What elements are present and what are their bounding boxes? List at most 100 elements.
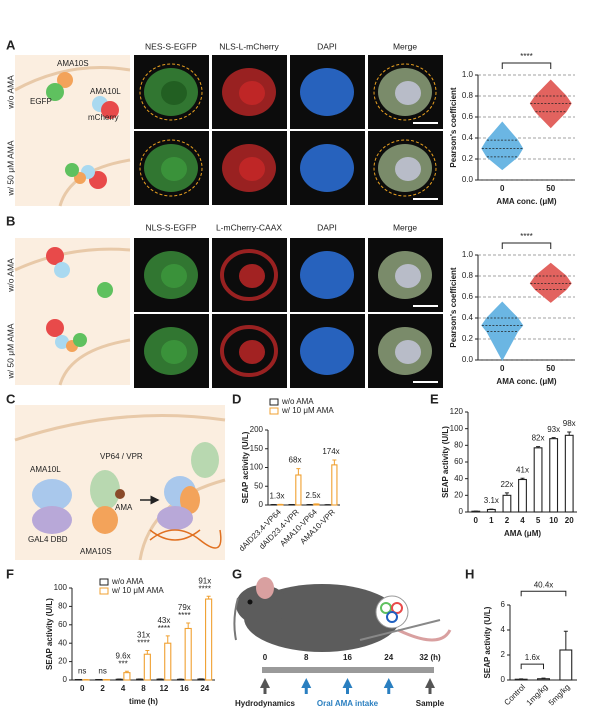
y-axis-label: Pearson's coefficient xyxy=(449,87,458,167)
y-axis-label: SEAP activity (U/L) xyxy=(483,606,492,678)
fold-label: 9.6x xyxy=(116,651,131,660)
y-tick-label: 100 xyxy=(54,583,68,592)
x-tick-label: 1 xyxy=(489,516,494,525)
bracket xyxy=(520,663,544,670)
y-tick-label: 0.4 xyxy=(462,133,474,142)
significance: **** xyxy=(520,232,532,241)
column-header: Merge xyxy=(393,222,417,232)
y-tick-label: 0.6 xyxy=(462,292,474,301)
panel-label: H xyxy=(465,566,474,581)
panel-label: C xyxy=(6,391,16,406)
y-tick-label: 200 xyxy=(250,425,264,434)
cell-outline xyxy=(139,139,203,197)
column-header: DAPI xyxy=(317,222,337,232)
y-axis-label: SEAP activity (U/L) xyxy=(441,426,450,498)
timeline-tick-label: 16 xyxy=(343,653,352,662)
y-tick-label: 20 xyxy=(454,490,463,499)
legend-swatch xyxy=(99,578,109,586)
cartoon-label: AMA xyxy=(115,503,133,512)
y-axis-label: SEAP activity (U/L) xyxy=(241,431,250,503)
column-header: DAPI xyxy=(317,41,337,51)
cartoon-label: GAL4 DBD xyxy=(28,535,68,544)
bar xyxy=(164,642,172,681)
nucleus xyxy=(239,157,265,181)
nucleus xyxy=(161,81,187,105)
significance: **** xyxy=(178,611,190,620)
column-header: L-mCherry-CAAX xyxy=(216,222,282,232)
x-tick-label: 50 xyxy=(546,184,555,193)
error-bar xyxy=(296,468,301,475)
fold-label: 2.5x xyxy=(305,491,320,500)
fold-label: 31x xyxy=(137,631,150,640)
cell-outline xyxy=(373,139,437,197)
timeline-tick-label: 8 xyxy=(304,653,309,662)
bar xyxy=(205,598,213,681)
y-tick-label: 100 xyxy=(450,424,464,433)
y-tick-label: 50 xyxy=(254,481,263,490)
significance: *** xyxy=(118,659,127,668)
nucleus xyxy=(161,157,187,181)
significance-bracket xyxy=(501,242,552,249)
significance: **** xyxy=(520,52,532,61)
x-tick-label: 5 xyxy=(536,516,541,525)
y-tick-label: 40 xyxy=(454,474,463,483)
x-tick-label: 24 xyxy=(200,684,209,693)
x-axis-label: AMA conc. (μM) xyxy=(496,197,556,206)
cell xyxy=(300,251,354,299)
x-tick-label: 10 xyxy=(549,516,558,525)
error-bar xyxy=(536,446,541,448)
y-tick-label: 120 xyxy=(450,407,464,416)
x-tick-label: 50 xyxy=(546,364,555,373)
bar xyxy=(559,649,573,681)
fold-label: 98x xyxy=(563,419,576,428)
timeline-label: Oral AMA intake xyxy=(317,699,379,708)
legend-swatch xyxy=(269,398,279,406)
column-header: NLS-L-mCherry xyxy=(219,41,279,51)
bar xyxy=(486,508,496,513)
legend-label: w/o AMA xyxy=(111,577,144,586)
nucleus xyxy=(239,264,265,288)
nucleus xyxy=(161,264,187,288)
cartoon-label: AMA10L xyxy=(90,87,121,96)
y-tick-label: 1.0 xyxy=(462,70,474,79)
x-tick-label: 0 xyxy=(474,516,479,525)
timeline-tick-label: 32 (h) xyxy=(419,653,441,662)
x-tick-label: 8 xyxy=(141,684,146,693)
y-tick-label: 80 xyxy=(58,602,67,611)
y-tick-label: 0.2 xyxy=(462,334,474,343)
y-tick-label: 0.2 xyxy=(462,154,474,163)
timeline-arrow xyxy=(260,678,270,694)
error-bar xyxy=(332,459,337,465)
bracket-label: 40.4x xyxy=(534,580,554,589)
panel-label: F xyxy=(6,566,14,581)
cell xyxy=(300,144,354,192)
timeline-arrow xyxy=(383,678,394,694)
x-tick-label: 5mg/kg xyxy=(547,683,572,708)
violin xyxy=(529,79,572,129)
cartoon-proteins xyxy=(32,72,222,549)
x-axis-label: AMA conc. (μM) xyxy=(496,377,556,386)
bar xyxy=(295,474,302,506)
bar xyxy=(564,434,574,513)
y-tick-label: 0.0 xyxy=(462,175,474,184)
violin xyxy=(481,121,524,171)
legend-label: w/ 10 μM AMA xyxy=(281,406,334,415)
bar xyxy=(537,678,550,681)
y-tick-label: 1.0 xyxy=(462,250,474,259)
x-tick-label: 0 xyxy=(80,684,85,693)
error-bar xyxy=(563,630,568,650)
cell-outline xyxy=(14,247,131,386)
y-tick-label: 0.8 xyxy=(462,271,474,280)
legend-swatch xyxy=(99,587,109,595)
fold-label: 1.3x xyxy=(269,492,284,501)
timeline-tick-label: 0 xyxy=(263,653,268,662)
cell xyxy=(300,327,354,375)
x-tick-label: 2 xyxy=(505,516,510,525)
x-tick-label: 1mg/kg xyxy=(524,683,549,708)
nucleus xyxy=(395,157,421,181)
bracket-label: 1.6x xyxy=(525,653,540,662)
cartoon-label: EGFP xyxy=(30,97,52,106)
x-tick-label: 16 xyxy=(180,684,189,693)
y-tick-label: 100 xyxy=(250,463,264,472)
y-tick-label: 60 xyxy=(454,457,463,466)
